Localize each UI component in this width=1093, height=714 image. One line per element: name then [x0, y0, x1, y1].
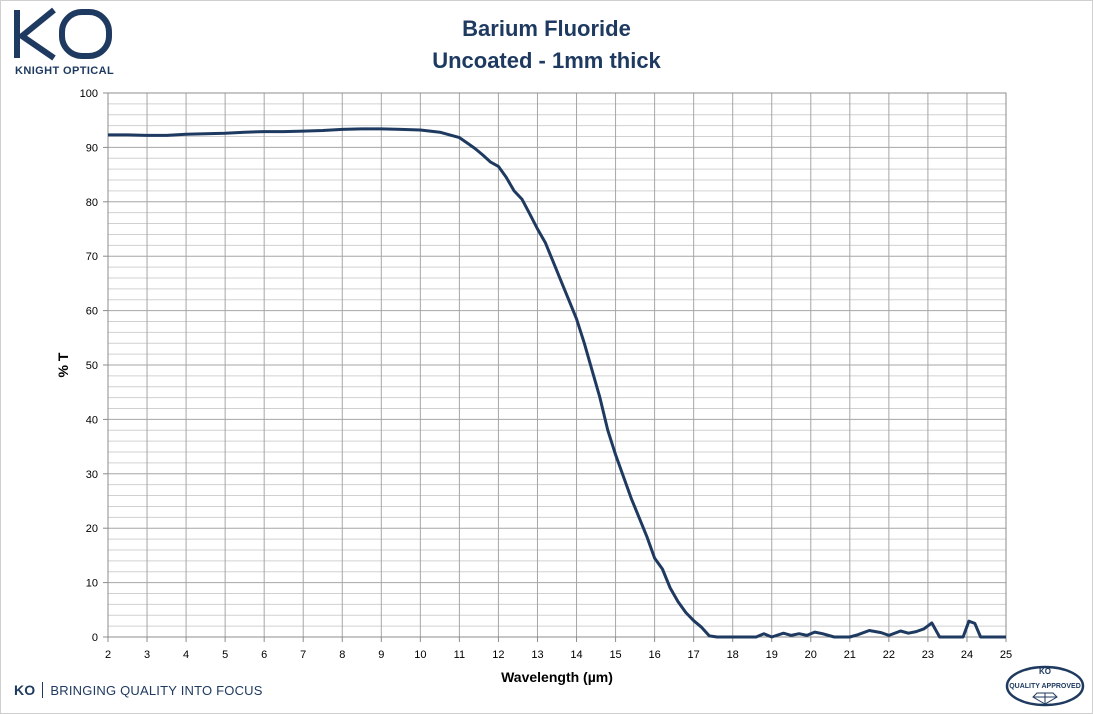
y-axis-ticks: 0 10 20 30 40 50 60 70 80 90 100	[80, 88, 108, 644]
x-tick-label: 25	[1000, 649, 1012, 661]
x-axis-ticks: 2 3 4 5 6 7 8 9 10 11 12 13 14 15 16 17 18 19 20 21 22 23 24 25	[105, 637, 1012, 661]
x-tick-label: 2	[105, 649, 111, 661]
y-tick-label: 90	[86, 142, 98, 154]
y-tick-label: 20	[86, 523, 98, 535]
x-tick-label: 10	[414, 649, 426, 661]
knight-optical-logo	[12, 6, 116, 67]
x-tick-label: 23	[922, 649, 934, 661]
x-tick-label: 9	[378, 649, 384, 661]
x-tick-label: 21	[844, 649, 856, 661]
y-tick-label: 40	[86, 414, 98, 426]
chart-title: Barium Fluoride	[462, 16, 631, 41]
tagline-text: BRINGING QUALITY INTO FOCUS	[50, 682, 263, 698]
diamond-icon	[1032, 692, 1058, 705]
chart-subtitle: Uncoated - 1mm thick	[432, 48, 661, 73]
x-tick-label: 17	[688, 649, 700, 661]
y-tick-label: 50	[86, 360, 98, 372]
y-tick-label: 30	[86, 469, 98, 481]
x-tick-label: 12	[492, 649, 504, 661]
y-tick-label: 70	[86, 251, 98, 263]
x-tick-label: 20	[805, 649, 817, 661]
x-tick-label: 5	[222, 649, 228, 661]
x-tick-label: 7	[300, 649, 306, 661]
x-tick-label: 24	[961, 649, 973, 661]
quality-approved-badge: KO QUALITY APPROVED	[1004, 662, 1086, 713]
x-tick-label: 15	[609, 649, 621, 661]
x-tick-label: 18	[727, 649, 739, 661]
y-axis-label: % T	[55, 352, 71, 377]
y-tick-label: 80	[86, 197, 98, 209]
x-tick-label: 14	[570, 649, 582, 661]
y-tick-label: 100	[80, 88, 98, 100]
y-tick-label: 0	[92, 632, 98, 644]
x-tick-label: 8	[339, 649, 345, 661]
y-tick-label: 60	[86, 306, 98, 318]
x-tick-label: 6	[261, 649, 267, 661]
x-axis-label: Wavelength (µm)	[501, 669, 613, 685]
x-tick-label: 19	[766, 649, 778, 661]
x-tick-label: 22	[883, 649, 895, 661]
badge-ko: KO	[1039, 667, 1051, 676]
footer-tagline: KO BRINGING QUALITY INTO FOCUS	[14, 682, 263, 698]
y-tick-label: 10	[86, 578, 98, 590]
footer-ko-mark: KO	[14, 682, 36, 698]
x-tick-label: 11	[454, 649, 465, 661]
chart-grid	[107, 92, 1007, 638]
x-tick-label: 3	[144, 649, 150, 661]
x-tick-label: 16	[648, 649, 660, 661]
badge-label: QUALITY APPROVED	[1009, 683, 1081, 690]
logo-company-name: KNIGHT OPTICAL	[15, 65, 115, 77]
transmission-series-line	[108, 127, 1006, 639]
x-tick-label: 4	[183, 649, 189, 661]
footer-divider	[42, 682, 44, 698]
x-tick-label: 13	[531, 649, 543, 661]
